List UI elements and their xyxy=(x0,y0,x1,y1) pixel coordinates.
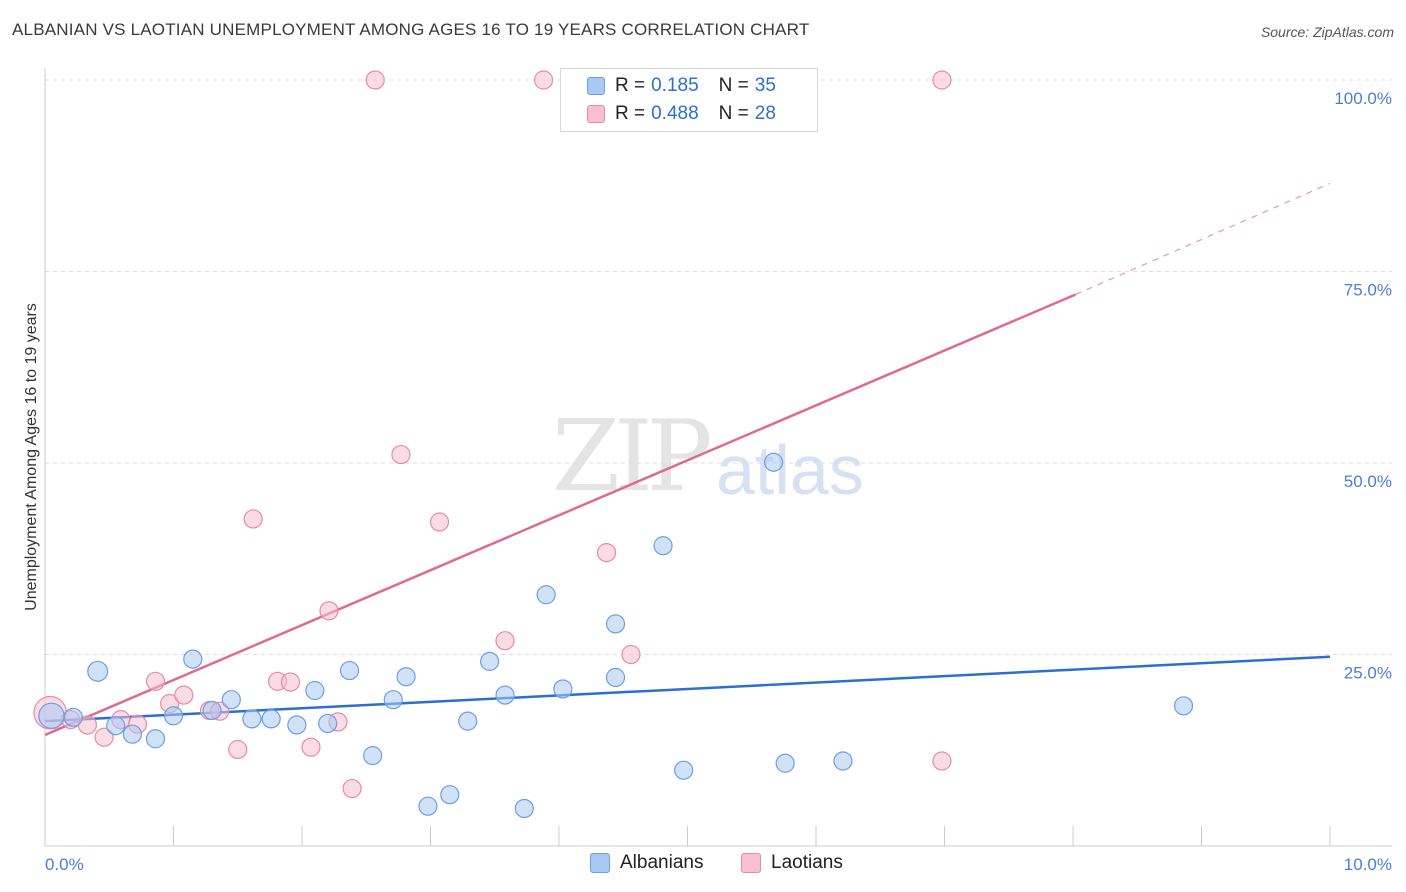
laotians-trend-line xyxy=(44,293,1077,737)
y-axis-label: Unemployment Among Ages 16 to 19 years xyxy=(23,303,40,611)
laotians-point xyxy=(319,601,339,621)
laotians-point xyxy=(533,70,554,90)
albanians-point xyxy=(458,711,478,731)
albanians-point xyxy=(674,760,694,780)
albanians-point xyxy=(339,660,360,681)
albanians-point xyxy=(106,716,126,736)
n-label: N = xyxy=(718,103,749,124)
albanians-point xyxy=(833,751,853,771)
laotians-point xyxy=(228,739,248,760)
n-value: 28 xyxy=(754,103,776,124)
albanians-point xyxy=(163,706,184,726)
r-value: 0.185 xyxy=(651,75,699,96)
source-label: Source: ZipAtlas.com xyxy=(1260,24,1394,40)
albanians-point xyxy=(221,690,241,710)
chart-title: ALBANIAN VS LAOTIAN UNEMPLOYMENT AMONG A… xyxy=(12,20,810,39)
albanians-point xyxy=(242,709,262,729)
data-points xyxy=(33,70,1194,819)
r-label: R = xyxy=(615,103,646,124)
laotians-point xyxy=(243,509,263,529)
tick-labels: 100.0% 75.0% 50.0% 25.0% 0.0% 10.0% xyxy=(45,89,1392,874)
watermark-atlas: atlas xyxy=(716,431,864,509)
albanians-point xyxy=(318,713,338,734)
trend-lines xyxy=(44,182,1331,737)
y-tick-label: 100.0% xyxy=(1334,89,1392,108)
legend-item-laotians[interactable]: Laotians xyxy=(741,852,843,874)
laotians-point xyxy=(94,727,114,747)
r-value: 0.488 xyxy=(651,103,699,124)
series-legend: Albanians Laotians xyxy=(0,852,1406,878)
albanians-point xyxy=(202,700,222,721)
laotians-point xyxy=(174,685,194,705)
laotians-swatch xyxy=(587,105,605,123)
axes xyxy=(44,68,1392,847)
laotians-point xyxy=(495,631,515,651)
laotians-point xyxy=(145,671,166,691)
albanians-legend-label: Albanians xyxy=(620,852,704,873)
albanians-point xyxy=(605,667,626,688)
laotians-point xyxy=(932,751,952,771)
laotians-trend-extension xyxy=(1075,182,1331,296)
albanians-point xyxy=(536,585,556,605)
albanians-swatch xyxy=(587,77,605,95)
y-tick-label: 50.0% xyxy=(1344,472,1392,491)
n-value: 35 xyxy=(754,75,776,96)
laotians-legend-label: Laotians xyxy=(771,852,843,873)
albanians-point xyxy=(775,753,795,773)
albanians-point xyxy=(122,724,142,744)
legend-row-laotians: R = 0.488 N = 28 xyxy=(587,101,776,127)
albanians-point xyxy=(38,702,65,729)
albanians-point xyxy=(183,649,203,669)
albanians-point xyxy=(63,707,83,727)
laotians-point xyxy=(342,778,362,799)
correlation-legend: R = 0.185 N = 35 R = 0.488 N = 28 xyxy=(560,68,818,132)
y-tick-label: 75.0% xyxy=(1344,281,1392,300)
laotians-point xyxy=(932,70,952,90)
laotians-point xyxy=(280,672,301,692)
albanians-point xyxy=(396,667,416,687)
albanians-point xyxy=(763,452,784,472)
laotians-point xyxy=(365,70,385,90)
albanians-legend-swatch xyxy=(590,853,610,873)
laotians-point xyxy=(391,444,411,465)
laotians-point xyxy=(621,644,641,665)
laotians-legend-swatch xyxy=(741,853,761,873)
albanians-point xyxy=(605,614,626,634)
n-label: N = xyxy=(718,75,749,96)
x-tick-label: 0.0% xyxy=(45,855,84,874)
laotians-point xyxy=(596,543,617,563)
watermark-zip: ZIP xyxy=(552,400,713,514)
albanians-point xyxy=(480,651,500,671)
y-tick-label: 25.0% xyxy=(1344,664,1392,683)
grid-lines xyxy=(45,79,1392,655)
albanians-point xyxy=(553,679,573,699)
laotians-point xyxy=(301,737,321,757)
r-label: R = xyxy=(615,75,646,96)
albanians-trend-line xyxy=(44,655,1331,723)
albanians-point xyxy=(261,709,281,729)
albanians-point xyxy=(495,685,515,705)
albanians-point xyxy=(305,680,325,701)
albanians-point xyxy=(287,715,307,735)
x-tick-label: 10.0% xyxy=(1344,855,1392,874)
albanians-point xyxy=(145,729,166,749)
albanians-point xyxy=(514,798,534,819)
albanians-point xyxy=(440,785,460,805)
albanians-point xyxy=(87,660,109,682)
legend-row-albanians: R = 0.185 N = 35 xyxy=(587,73,776,99)
albanians-point xyxy=(653,536,673,556)
albanians-point xyxy=(418,796,438,816)
laotians-point xyxy=(429,512,450,532)
legend-item-albanians[interactable]: Albanians xyxy=(590,852,703,874)
albanians-point xyxy=(1173,696,1194,716)
albanians-point xyxy=(363,746,383,766)
albanians-point xyxy=(383,690,403,710)
